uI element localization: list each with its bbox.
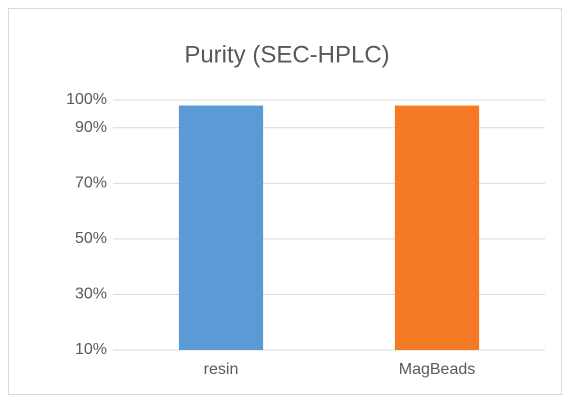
- y-tick-label: 30%: [75, 286, 107, 303]
- y-tick-label: 10%: [75, 341, 107, 358]
- y-tick-label: 100%: [66, 91, 107, 108]
- y-tick-label: 70%: [75, 175, 107, 192]
- x-tick-label: resin: [204, 361, 239, 378]
- bar: [178, 105, 264, 350]
- y-tick-label: 90%: [75, 119, 107, 136]
- bar: [394, 105, 480, 350]
- y-tick-label: 50%: [75, 230, 107, 247]
- x-tick-label: MagBeads: [399, 361, 476, 378]
- chart-title: Purity (SEC-HPLC): [184, 41, 389, 68]
